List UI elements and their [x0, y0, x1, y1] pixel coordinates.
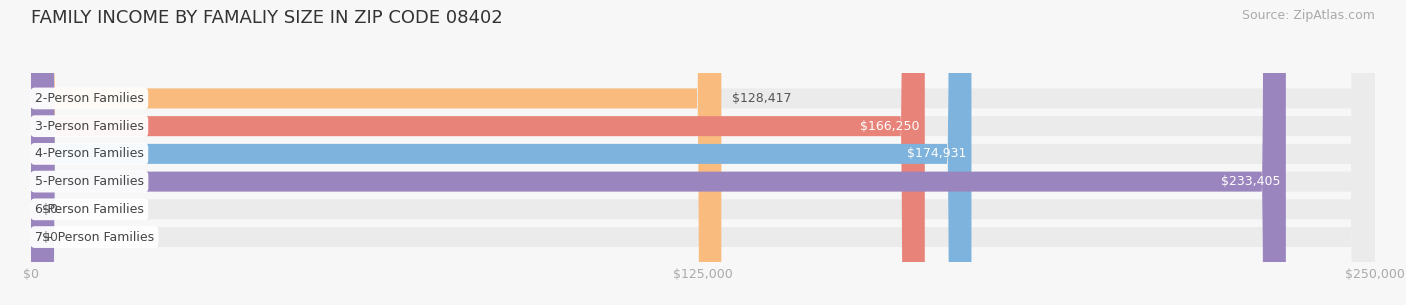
FancyBboxPatch shape	[31, 0, 1375, 305]
FancyBboxPatch shape	[31, 0, 1375, 305]
Text: 6-Person Families: 6-Person Families	[35, 203, 143, 216]
Text: Source: ZipAtlas.com: Source: ZipAtlas.com	[1241, 9, 1375, 22]
Text: 3-Person Families: 3-Person Families	[35, 120, 143, 133]
Text: $233,405: $233,405	[1220, 175, 1281, 188]
FancyBboxPatch shape	[31, 0, 721, 305]
Text: 2-Person Families: 2-Person Families	[35, 92, 143, 105]
Text: $128,417: $128,417	[733, 92, 792, 105]
Text: FAMILY INCOME BY FAMALIY SIZE IN ZIP CODE 08402: FAMILY INCOME BY FAMALIY SIZE IN ZIP COD…	[31, 9, 503, 27]
Text: 5-Person Families: 5-Person Families	[35, 175, 143, 188]
FancyBboxPatch shape	[31, 0, 1375, 305]
FancyBboxPatch shape	[31, 0, 1375, 305]
FancyBboxPatch shape	[31, 0, 1286, 305]
Text: $174,931: $174,931	[907, 147, 966, 160]
Text: 4-Person Families: 4-Person Families	[35, 147, 143, 160]
Text: $0: $0	[42, 203, 58, 216]
Text: $166,250: $166,250	[860, 120, 920, 133]
FancyBboxPatch shape	[31, 0, 1375, 305]
FancyBboxPatch shape	[31, 0, 925, 305]
Text: $0: $0	[42, 231, 58, 244]
FancyBboxPatch shape	[31, 0, 972, 305]
Text: 7+ Person Families: 7+ Person Families	[35, 231, 155, 244]
FancyBboxPatch shape	[31, 0, 1375, 305]
